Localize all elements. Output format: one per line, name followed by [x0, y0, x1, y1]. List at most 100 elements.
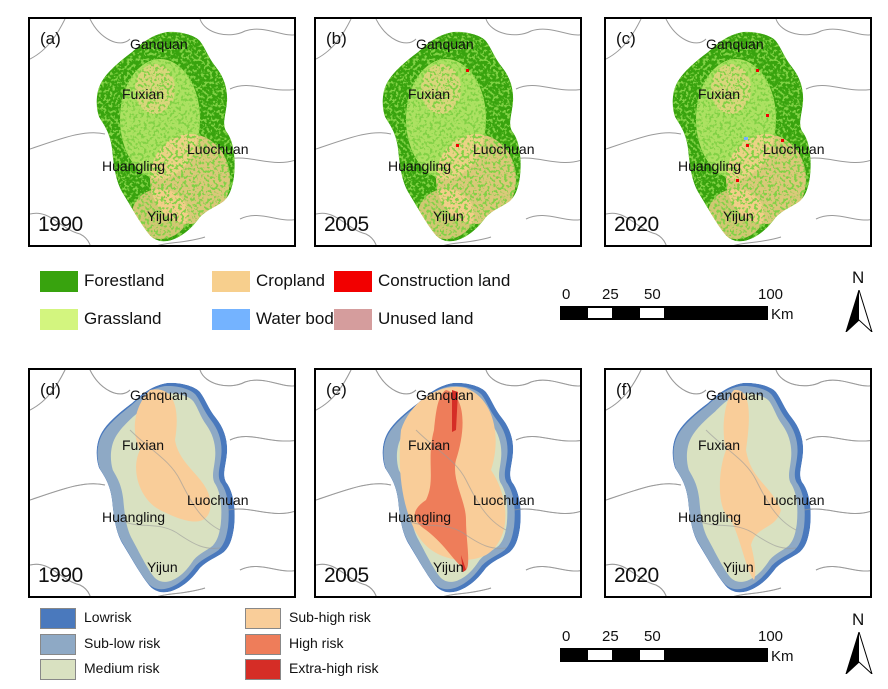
landuse-map-2020: Ganquan Fuxian Luochuan Huangling Yijun (c) … [604, 17, 872, 247]
panel-year: 2005 [324, 213, 369, 236]
scale-tick-label: 0 [562, 286, 571, 303]
place-label-luochuan: Luochuan [187, 492, 249, 508]
place-label-ganquan: Ganquan [416, 36, 474, 52]
panel-year: 2020 [614, 213, 659, 236]
place-label-yijun: Yijun [433, 208, 464, 224]
legend-grassland: Grassland [84, 309, 162, 328]
place-label-huangling: Huangling [678, 158, 741, 174]
legend-cropland: Cropland [256, 271, 325, 290]
landuse-map-graphic: Ganquan Fuxian Luochuan Huangling Yijun [316, 19, 580, 245]
place-label-luochuan: Luochuan [763, 141, 825, 157]
scale-tick-label: 0 [562, 628, 571, 645]
legend-sub-low: Sub-low risk [84, 635, 161, 651]
panel-tag: (e) [326, 380, 347, 399]
legend-construction: Construction land [378, 271, 511, 290]
scale-tick-label: 50 [644, 628, 661, 645]
risk-map-1990: Ganquan Fuxian Luochuan Huangling Yijun (d) … [28, 368, 296, 598]
study-area [672, 382, 811, 593]
forestland-swatch [40, 271, 78, 292]
scale-tick-label: 50 [644, 286, 661, 303]
study-area [96, 382, 235, 593]
landuse-map-1990: Ganquan Fuxian Luochuan Huangling Yijun (a) … [28, 17, 296, 247]
grassland-swatch [40, 309, 78, 330]
legend-medium: Medium risk [84, 660, 160, 676]
place-label-luochuan: Luochuan [473, 492, 535, 508]
legend-water: Water body [256, 309, 343, 328]
scale-tick-label: 25 [602, 628, 619, 645]
panel-tag: (f) [616, 380, 633, 399]
risk-map-graphic: Ganquan Fuxian Luochuan Huangling Yijun [30, 370, 294, 596]
construction-patch [781, 139, 784, 142]
place-label-yijun: Yijun [723, 559, 754, 575]
place-label-fuxian: Fuxian [122, 437, 164, 453]
scale-bar-graphic [560, 306, 768, 320]
unused-swatch [334, 309, 372, 330]
risk-map-graphic: Ganquan Fuxian Luochuan Huangling Yijun [606, 370, 870, 596]
cropland-swatch [212, 271, 250, 292]
place-label-fuxian: Fuxian [408, 437, 450, 453]
construction-swatch [334, 271, 372, 292]
scale-tick-label: 25 [602, 286, 619, 303]
study-area [672, 31, 811, 242]
place-label-yijun: Yijun [723, 208, 754, 224]
place-label-yijun: Yijun [433, 559, 464, 575]
panel-year: 2020 [614, 564, 659, 587]
extra-high-zone [452, 390, 466, 572]
place-label-huangling: Huangling [388, 158, 451, 174]
high-swatch [245, 634, 281, 655]
place-label-huangling: Huangling [102, 509, 165, 525]
place-label-ganquan: Ganquan [130, 387, 188, 403]
place-label-huangling: Huangling [678, 509, 741, 525]
construction-patch [756, 69, 759, 72]
landuse-map-2005: Ganquan Fuxian Luochuan Huangling Yijun (b) … [314, 17, 582, 247]
panel-tag: (c) [616, 29, 636, 48]
place-label-fuxian: Fuxian [698, 86, 740, 102]
construction-patch [766, 114, 769, 117]
sub-high-zone [134, 389, 211, 522]
landuse-map-graphic: Ganquan Fuxian Luochuan Huangling Yijun [606, 19, 870, 245]
panel-year: 1990 [38, 564, 83, 587]
place-label-ganquan: Ganquan [416, 387, 474, 403]
north-arrow-icon [845, 290, 873, 332]
legend-unused: Unused land [378, 309, 474, 328]
scale-bar-graphic [560, 648, 768, 662]
panel-tag: (b) [326, 29, 347, 48]
place-label-fuxian: Fuxian [122, 86, 164, 102]
legend-extra-high: Extra-high risk [289, 660, 379, 676]
place-label-fuxian: Fuxian [408, 86, 450, 102]
risk-map-2020: Ganquan Fuxian Luochuan Huangling Yijun (f) … [604, 368, 872, 598]
legend-sub-high: Sub-high risk [289, 609, 371, 625]
water-swatch [212, 309, 250, 330]
medium-swatch [40, 659, 76, 680]
legend-forestland: Forestland [84, 271, 165, 290]
legend-high: High risk [289, 635, 344, 651]
panel-year: 1990 [38, 213, 83, 236]
place-label-ganquan: Ganquan [706, 36, 764, 52]
extra-high-swatch [245, 659, 281, 680]
study-area [382, 31, 521, 242]
place-label-yijun: Yijun [147, 559, 178, 575]
water-patch [744, 137, 748, 140]
legend-low: Lowrisk [84, 609, 132, 625]
construction-patch [466, 69, 469, 72]
place-label-huangling: Huangling [102, 158, 165, 174]
place-label-ganquan: Ganquan [130, 36, 188, 52]
sub-high-swatch [245, 608, 281, 629]
panel-tag: (d) [40, 380, 61, 399]
construction-patch [456, 144, 459, 147]
study-area [96, 31, 235, 242]
construction-patch [746, 144, 749, 147]
risk-map-2005: Ganquan Fuxian Luochuan Huangling Yijun (e) … [314, 368, 582, 598]
place-label-ganquan: Ganquan [706, 387, 764, 403]
scale-unit: Km [771, 648, 794, 665]
north-label: N [852, 610, 865, 629]
scale-tick-label: 100 [758, 286, 784, 303]
construction-patch [736, 179, 739, 182]
place-label-luochuan: Luochuan [763, 492, 825, 508]
scale-tick-label: 100 [758, 628, 784, 645]
sub-low-swatch [40, 634, 76, 655]
panel-tag: (a) [40, 29, 61, 48]
low-swatch [40, 608, 76, 629]
place-label-fuxian: Fuxian [698, 437, 740, 453]
